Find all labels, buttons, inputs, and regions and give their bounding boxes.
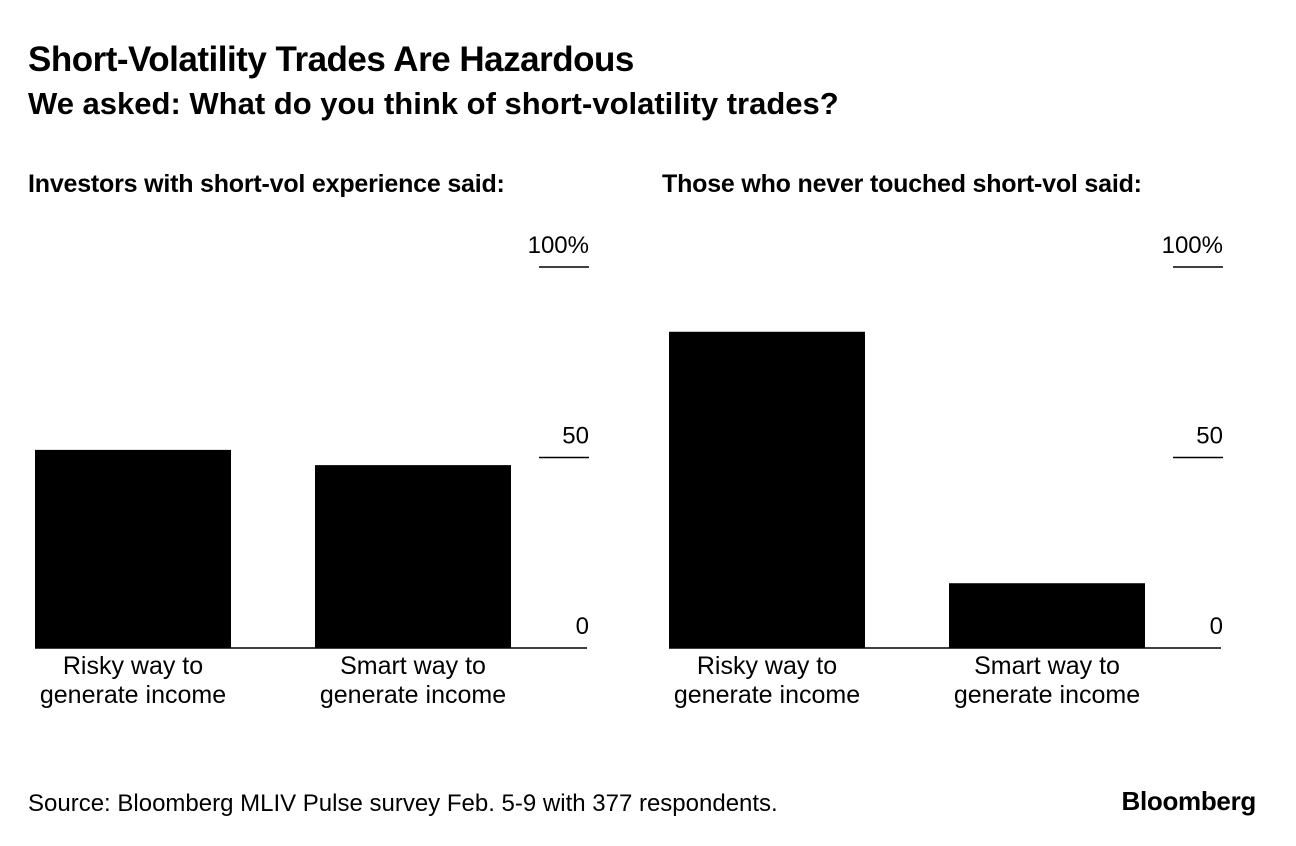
y-tick-label: 0 [1210,613,1223,640]
x-tick-label: generate income [320,681,506,709]
x-tick-label: Risky way to [697,652,837,680]
bar [315,465,511,648]
y-tick-label: 100% [528,232,589,259]
y-tick-label: 100% [1162,232,1223,259]
chart-subtitle: We asked: What do you think of short-vol… [28,86,839,121]
x-tick-label: generate income [674,681,860,709]
y-tick-label: 50 [1196,423,1223,450]
y-tick-label: 0 [576,613,589,640]
y-tick-label: 50 [562,423,589,450]
x-tick-label: Smart way to [974,652,1120,680]
x-tick-label: Risky way to [63,652,203,680]
x-tick-label: generate income [954,681,1140,709]
panel-title-never: Those who never touched short-vol said: [662,170,1142,198]
source-note: Source: Bloomberg MLIV Pulse survey Feb.… [28,790,778,817]
bar [949,583,1145,648]
bar [35,449,231,648]
bloomberg-logo: Bloomberg [1121,786,1256,816]
bar [669,331,865,648]
x-tick-label: Smart way to [340,652,486,680]
panel-title-experienced: Investors with short-vol experience said… [28,170,505,198]
x-tick-label: generate income [40,681,226,709]
chart-title: Short-Volatility Trades Are Hazardous [28,40,634,79]
